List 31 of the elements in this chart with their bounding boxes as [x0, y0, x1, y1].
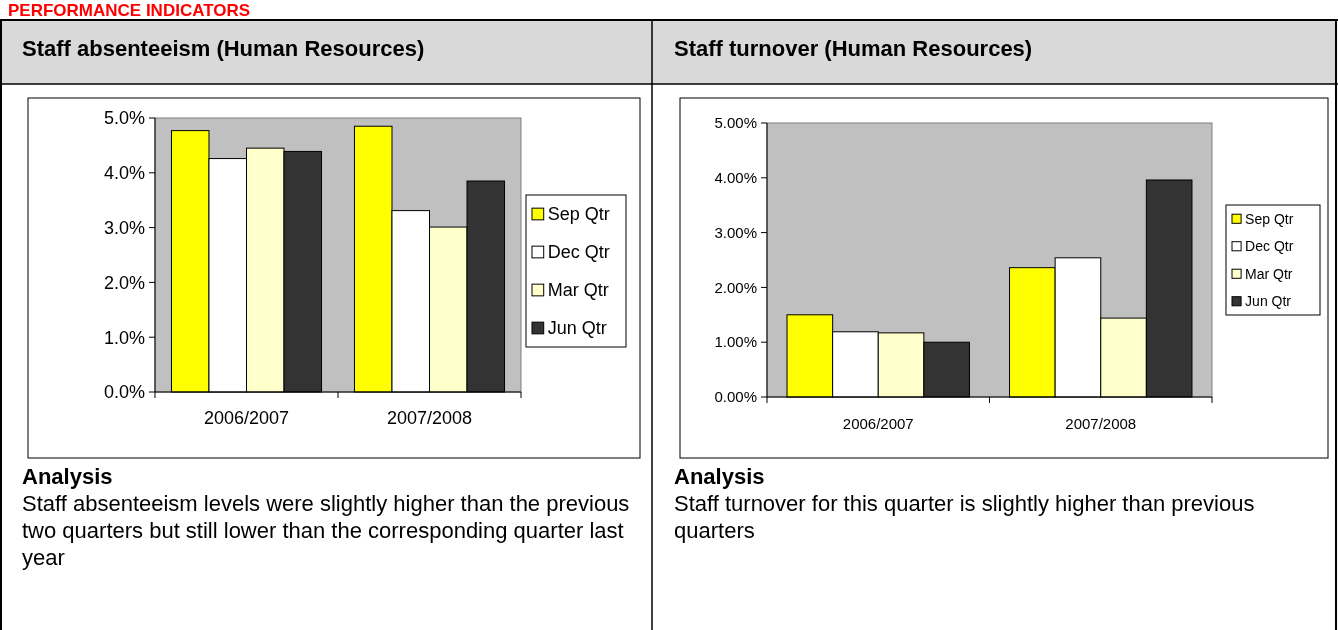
legend-label: Jun Qtr — [547, 318, 607, 339]
y-tick-label: 4.0% — [103, 163, 145, 184]
y-tick-label: 1.00% — [714, 333, 757, 351]
text: Analysis — [22, 464, 113, 489]
text: Staff turnover for this quarter is slightly higher than previous quarters — [674, 491, 1255, 543]
y-tick-label: 0.0% — [103, 382, 145, 403]
legend-label: Sep Qtr — [1245, 210, 1294, 227]
x-tick-label: 2006/2007 — [203, 408, 290, 428]
y-tick-label: 1.0% — [103, 327, 145, 348]
y-tick-label: 5.00% — [714, 114, 757, 132]
y-tick-label: 3.0% — [103, 217, 145, 238]
text: PERFORMANCE INDICATORS — [8, 1, 251, 20]
y-tick-label: 4.00% — [714, 169, 757, 187]
y-tick-label: 0.00% — [714, 388, 757, 406]
y-tick-label: 2.00% — [714, 278, 757, 296]
legend-label: Mar Qtr — [547, 280, 609, 301]
x-tick-label: 2007/2008 — [386, 408, 473, 428]
text: Staff absenteeism levels were slightly higher than the previous two quarters but still lower than the corresponding quarter last year — [22, 491, 630, 570]
legend-label: Mar Qtr — [1245, 265, 1293, 282]
legend-label: Dec Qtr — [547, 242, 610, 263]
y-tick-label: 3.00% — [714, 223, 757, 241]
chart-title: Staff absenteeism (Human Resources) — [22, 36, 425, 61]
y-tick-label: 2.0% — [103, 272, 145, 293]
y-tick-label: 5.0% — [103, 108, 145, 129]
legend-label: Dec Qtr — [1245, 238, 1294, 255]
x-tick-label: 2007/2008 — [1065, 415, 1137, 432]
text: Analysis — [674, 464, 765, 489]
x-tick-label: 2006/2007 — [842, 415, 914, 432]
legend-label: Sep Qtr — [547, 204, 610, 225]
legend-label: Jun Qtr — [1245, 293, 1292, 310]
chart-title: Staff turnover (Human Resources) — [674, 36, 1033, 61]
